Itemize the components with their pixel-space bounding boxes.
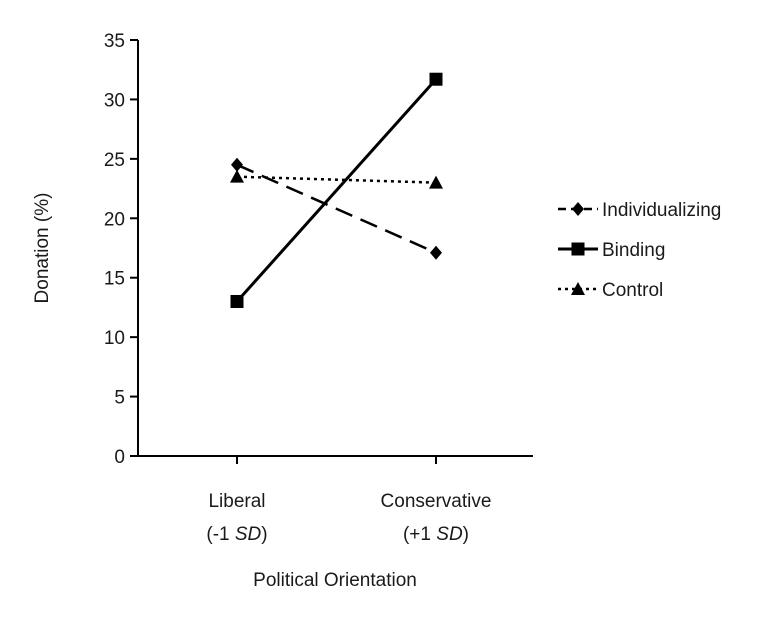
data-point-binding — [230, 294, 244, 308]
legend-item-individualizing: Individualizing — [558, 200, 721, 221]
series-control — [230, 169, 443, 189]
legend-marker-control — [571, 282, 585, 295]
x-tick-label: Conservative — [381, 491, 492, 512]
y-tick-label: 15 — [104, 269, 125, 290]
data-point-individualizing — [430, 245, 442, 260]
legend-marker-binding — [571, 242, 585, 256]
y-tick-label: 20 — [104, 209, 125, 230]
data-point-control — [429, 175, 443, 189]
y-tick-label: 0 — [114, 447, 125, 468]
x-tick-sublabel: (+1 SD) — [403, 524, 469, 545]
series-line-individualizing — [236, 163, 437, 254]
legend-label-individualizing: Individualizing — [602, 200, 721, 221]
series-individualizing — [231, 157, 442, 260]
legend-item-control: Control — [558, 280, 663, 301]
y-tick-label: 30 — [104, 90, 125, 111]
data-point-control — [230, 169, 244, 183]
x-axis-title: Political Orientation — [253, 570, 417, 591]
series-line-binding — [235, 78, 438, 303]
x-tick-label: Liberal — [208, 491, 265, 512]
y-tick-label: 5 — [114, 388, 125, 409]
data-point-binding — [429, 72, 443, 86]
x-axis: Liberal (-1 SD) Conservative (+1 SD) — [138, 455, 533, 545]
legend-item-binding: Binding — [558, 240, 665, 261]
legend-marker-individualizing — [572, 202, 584, 216]
y-tick-label: 25 — [104, 150, 125, 171]
series-line-control — [236, 175, 437, 184]
x-tick-sublabel: (-1 SD) — [206, 524, 267, 545]
series-group — [230, 72, 443, 308]
legend-label-control: Control — [602, 280, 663, 301]
y-axis: 0 5 10 15 20 25 30 35 — [104, 31, 139, 468]
y-tick-label: 10 — [104, 328, 125, 349]
legend: Individualizing Binding Control — [558, 200, 721, 301]
y-axis-title: Donation (%) — [32, 193, 53, 304]
y-tick-label: 35 — [104, 31, 125, 52]
legend-label-binding: Binding — [602, 240, 665, 261]
data-point-individualizing — [231, 157, 243, 172]
series-binding — [230, 72, 443, 308]
